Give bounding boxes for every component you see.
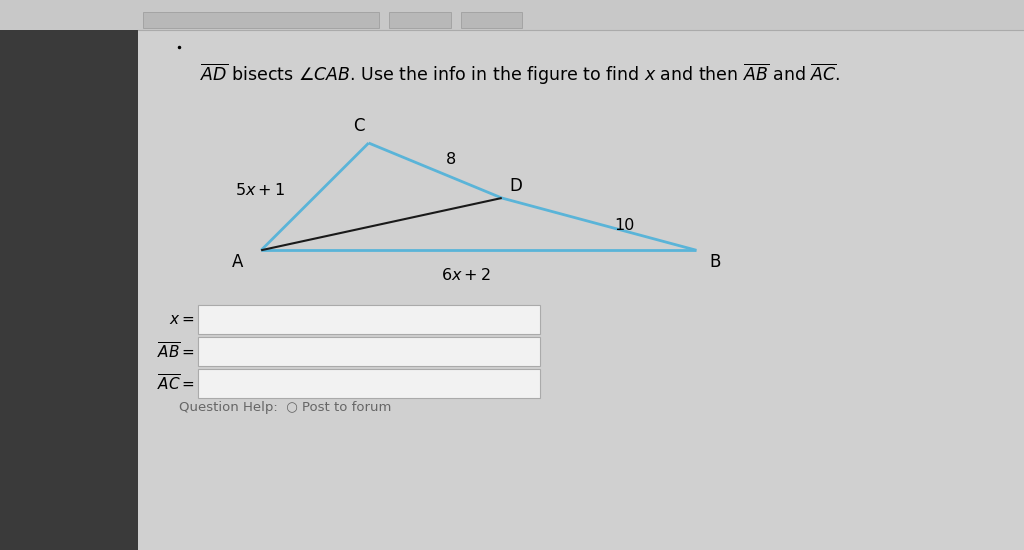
Text: $6x + 2$: $6x + 2$ [441,267,490,283]
Bar [0,0,1024,30]
Bar [143,12,379,28]
FancyBboxPatch shape [198,305,540,334]
Bar [461,12,522,28]
Text: 10: 10 [614,218,635,233]
FancyBboxPatch shape [198,337,540,366]
Text: $5x + 1$: $5x + 1$ [234,182,285,198]
Text: C: C [353,117,365,135]
Text: Question Help:  ○ Post to forum: Question Help: ○ Post to forum [179,400,391,414]
Text: B: B [710,253,721,271]
Bar [389,12,451,28]
Text: $\overline{AC} =$: $\overline{AC} =$ [157,373,195,393]
Text: $x =$: $x =$ [169,312,195,327]
Bar [0,0,138,550]
Text: 8: 8 [445,152,456,167]
Text: $\overline{AB} =$: $\overline{AB} =$ [157,342,195,361]
Text: D: D [509,177,522,195]
FancyBboxPatch shape [198,369,540,398]
Text: A: A [232,253,244,271]
Text: $\overline{AD}$ bisects $\angle CAB$. Use the info in the figure to find $x$ and: $\overline{AD}$ bisects $\angle CAB$. Us… [200,62,840,87]
